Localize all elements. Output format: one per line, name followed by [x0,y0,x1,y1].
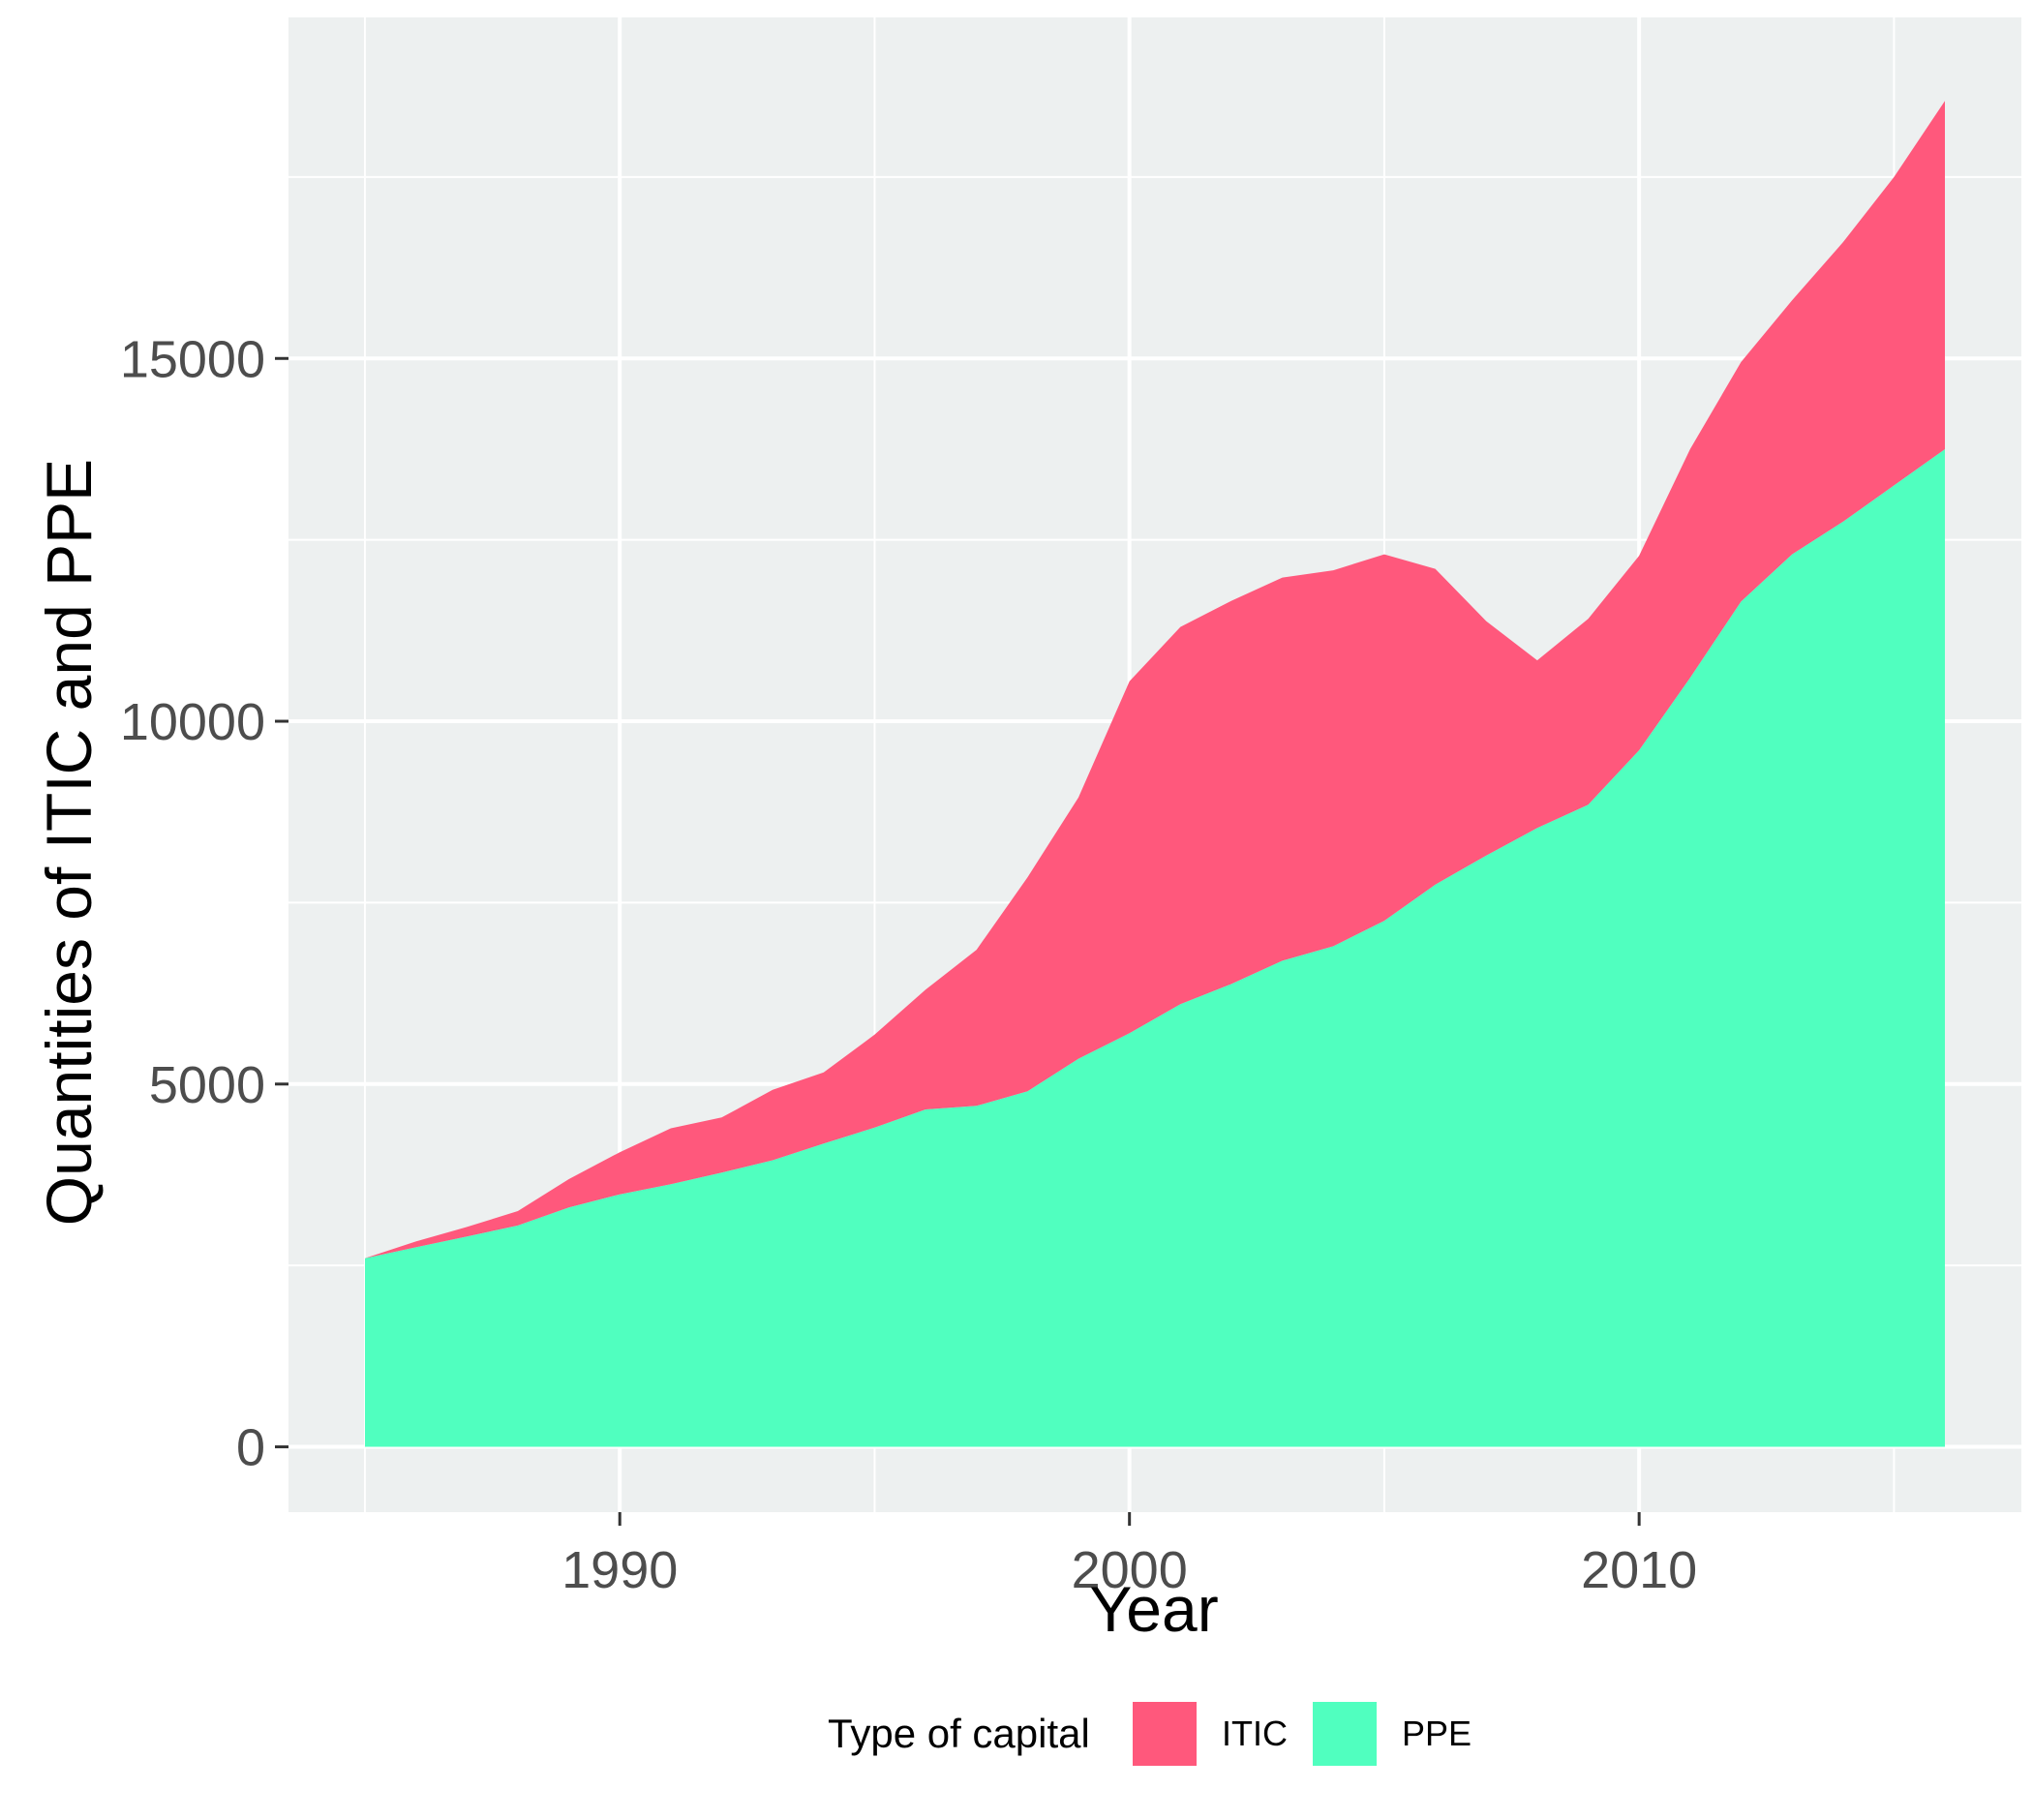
legend-label-ppe: PPE [1402,1714,1472,1753]
x-tick-label: 2000 [1072,1541,1188,1599]
y-tick-label: 10000 [120,693,265,751]
x-tick-label: 2010 [1581,1541,1697,1599]
x-axis-title: Year [1089,1573,1218,1645]
legend-label-itic: ITIC [1222,1714,1288,1753]
legend-swatch-itic [1133,1702,1197,1766]
y-axis: 0 5000 10000 15000 [120,330,288,1477]
area-ppe [365,449,1945,1447]
x-tick-label: 1990 [561,1541,678,1599]
legend-title: Type of capital [828,1711,1090,1756]
area-itic [365,101,1945,1259]
y-tick-label: 5000 [149,1056,265,1114]
legend-swatch-ppe [1313,1702,1377,1766]
legend: Type of capital ITIC PPE [828,1702,1472,1766]
y-axis-title: Quantities of ITIC and PPE [33,459,105,1226]
x-axis: 1990 2000 2010 [561,1512,1697,1599]
y-tick-label: 0 [236,1419,265,1477]
area-series-group [365,101,1945,1447]
y-tick-label: 15000 [120,330,265,388]
